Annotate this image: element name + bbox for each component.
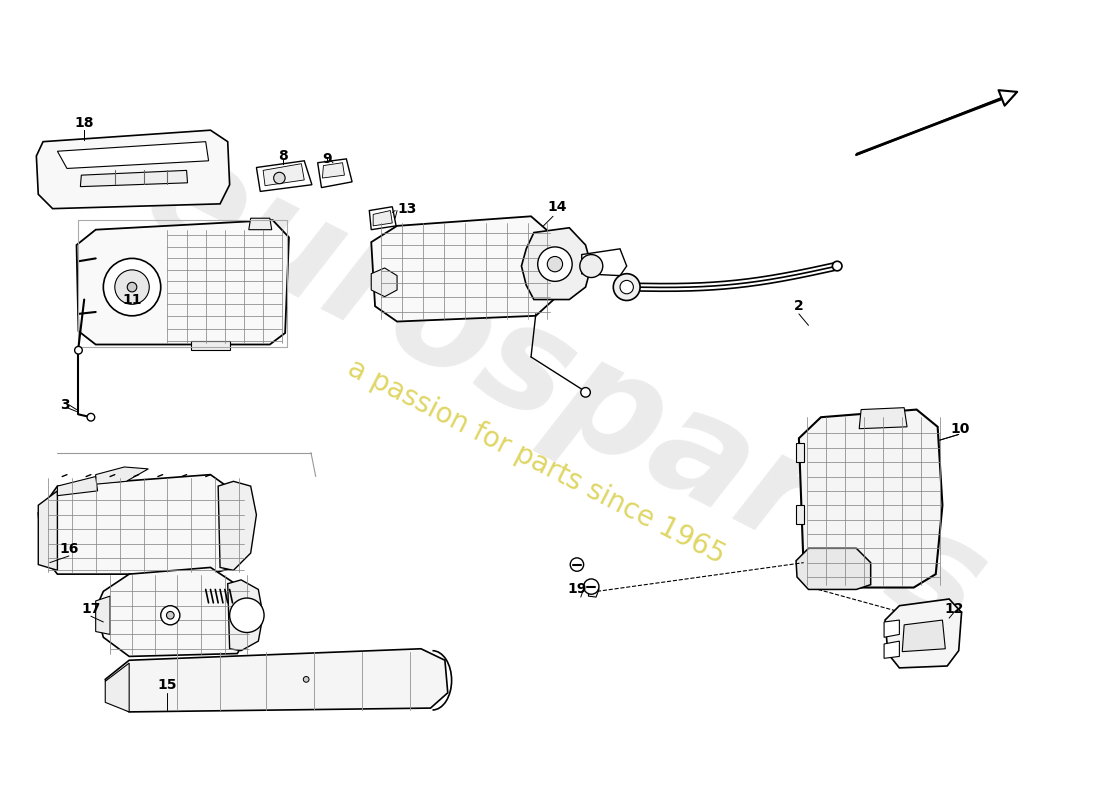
Polygon shape [318,159,352,187]
Circle shape [620,281,634,294]
Circle shape [128,282,136,292]
Text: 13: 13 [397,202,417,216]
Circle shape [87,414,95,421]
Polygon shape [582,249,627,276]
Polygon shape [521,228,592,299]
Polygon shape [77,220,289,345]
Text: 14: 14 [547,200,567,214]
Text: 18: 18 [75,115,94,130]
Text: 2: 2 [794,299,804,314]
Text: 12: 12 [944,602,964,615]
Text: 8: 8 [278,149,288,163]
Polygon shape [57,477,98,496]
Polygon shape [256,161,312,191]
Polygon shape [39,474,246,574]
Polygon shape [859,408,908,429]
Polygon shape [106,663,129,712]
Polygon shape [96,596,110,634]
Circle shape [75,346,82,354]
Polygon shape [799,410,943,587]
Circle shape [833,262,842,271]
Text: a passion for parts since 1965: a passion for parts since 1965 [342,354,729,570]
Polygon shape [370,206,396,230]
Circle shape [304,677,309,682]
Polygon shape [263,164,305,186]
Circle shape [570,558,584,571]
Polygon shape [588,582,598,597]
Polygon shape [218,482,256,570]
Polygon shape [57,142,209,169]
Circle shape [581,387,591,397]
Circle shape [161,606,180,625]
Polygon shape [796,548,871,590]
Polygon shape [39,491,57,570]
Circle shape [584,579,598,594]
Polygon shape [796,443,804,462]
Circle shape [548,257,562,272]
Text: 15: 15 [157,678,177,692]
Polygon shape [249,218,272,230]
Text: 9: 9 [322,152,332,166]
Text: 16: 16 [59,542,78,556]
Circle shape [103,258,161,316]
Text: 10: 10 [950,422,969,436]
Circle shape [230,598,264,633]
Circle shape [114,270,150,304]
Text: 17: 17 [81,602,100,615]
Circle shape [166,611,174,619]
Polygon shape [796,506,804,524]
Polygon shape [371,216,557,322]
Circle shape [580,254,603,278]
Polygon shape [191,341,230,350]
Polygon shape [96,467,148,484]
Text: eurospares: eurospares [121,118,1008,662]
Polygon shape [36,130,230,209]
Circle shape [538,247,572,282]
Polygon shape [902,620,945,652]
Text: 11: 11 [122,293,142,306]
Polygon shape [80,170,187,186]
Polygon shape [228,580,263,650]
Polygon shape [106,649,448,712]
Circle shape [614,274,640,301]
Polygon shape [371,268,397,297]
Circle shape [274,172,285,184]
Polygon shape [373,210,393,226]
Polygon shape [322,162,344,178]
Polygon shape [884,641,900,658]
Text: 19: 19 [568,582,586,597]
Text: 3: 3 [60,398,70,412]
Polygon shape [96,567,251,657]
Polygon shape [886,599,961,668]
Polygon shape [884,620,900,638]
